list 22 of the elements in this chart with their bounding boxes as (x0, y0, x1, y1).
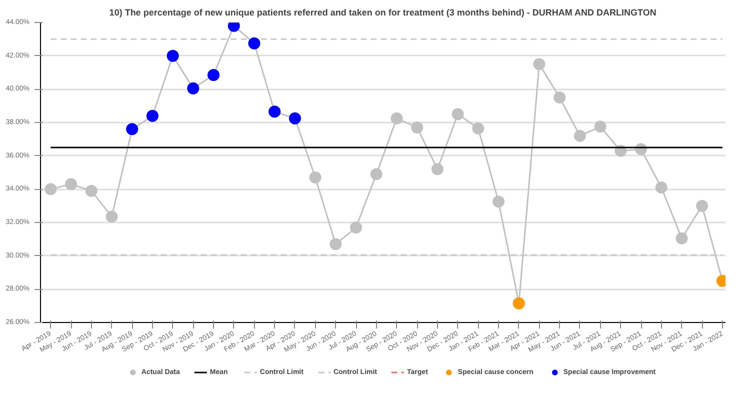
point (676, 232, 688, 244)
point (696, 200, 708, 212)
point (350, 222, 362, 234)
chart-title: 10) The percentage of new unique patients referred and taken on for treatment (3 months behind) - DURHAM AND DARLINGTON (109, 8, 656, 18)
point (472, 122, 484, 134)
point (370, 168, 382, 180)
point (390, 112, 403, 124)
point (65, 178, 78, 190)
point (330, 238, 342, 250)
point (492, 196, 505, 208)
point (574, 130, 586, 142)
point (309, 172, 322, 184)
point (594, 120, 606, 133)
point (452, 108, 464, 120)
point (411, 122, 424, 134)
point (85, 184, 98, 197)
point (44, 183, 57, 196)
point (106, 210, 118, 223)
point (533, 58, 546, 70)
point (655, 182, 668, 194)
point (554, 92, 566, 104)
point (431, 163, 444, 176)
